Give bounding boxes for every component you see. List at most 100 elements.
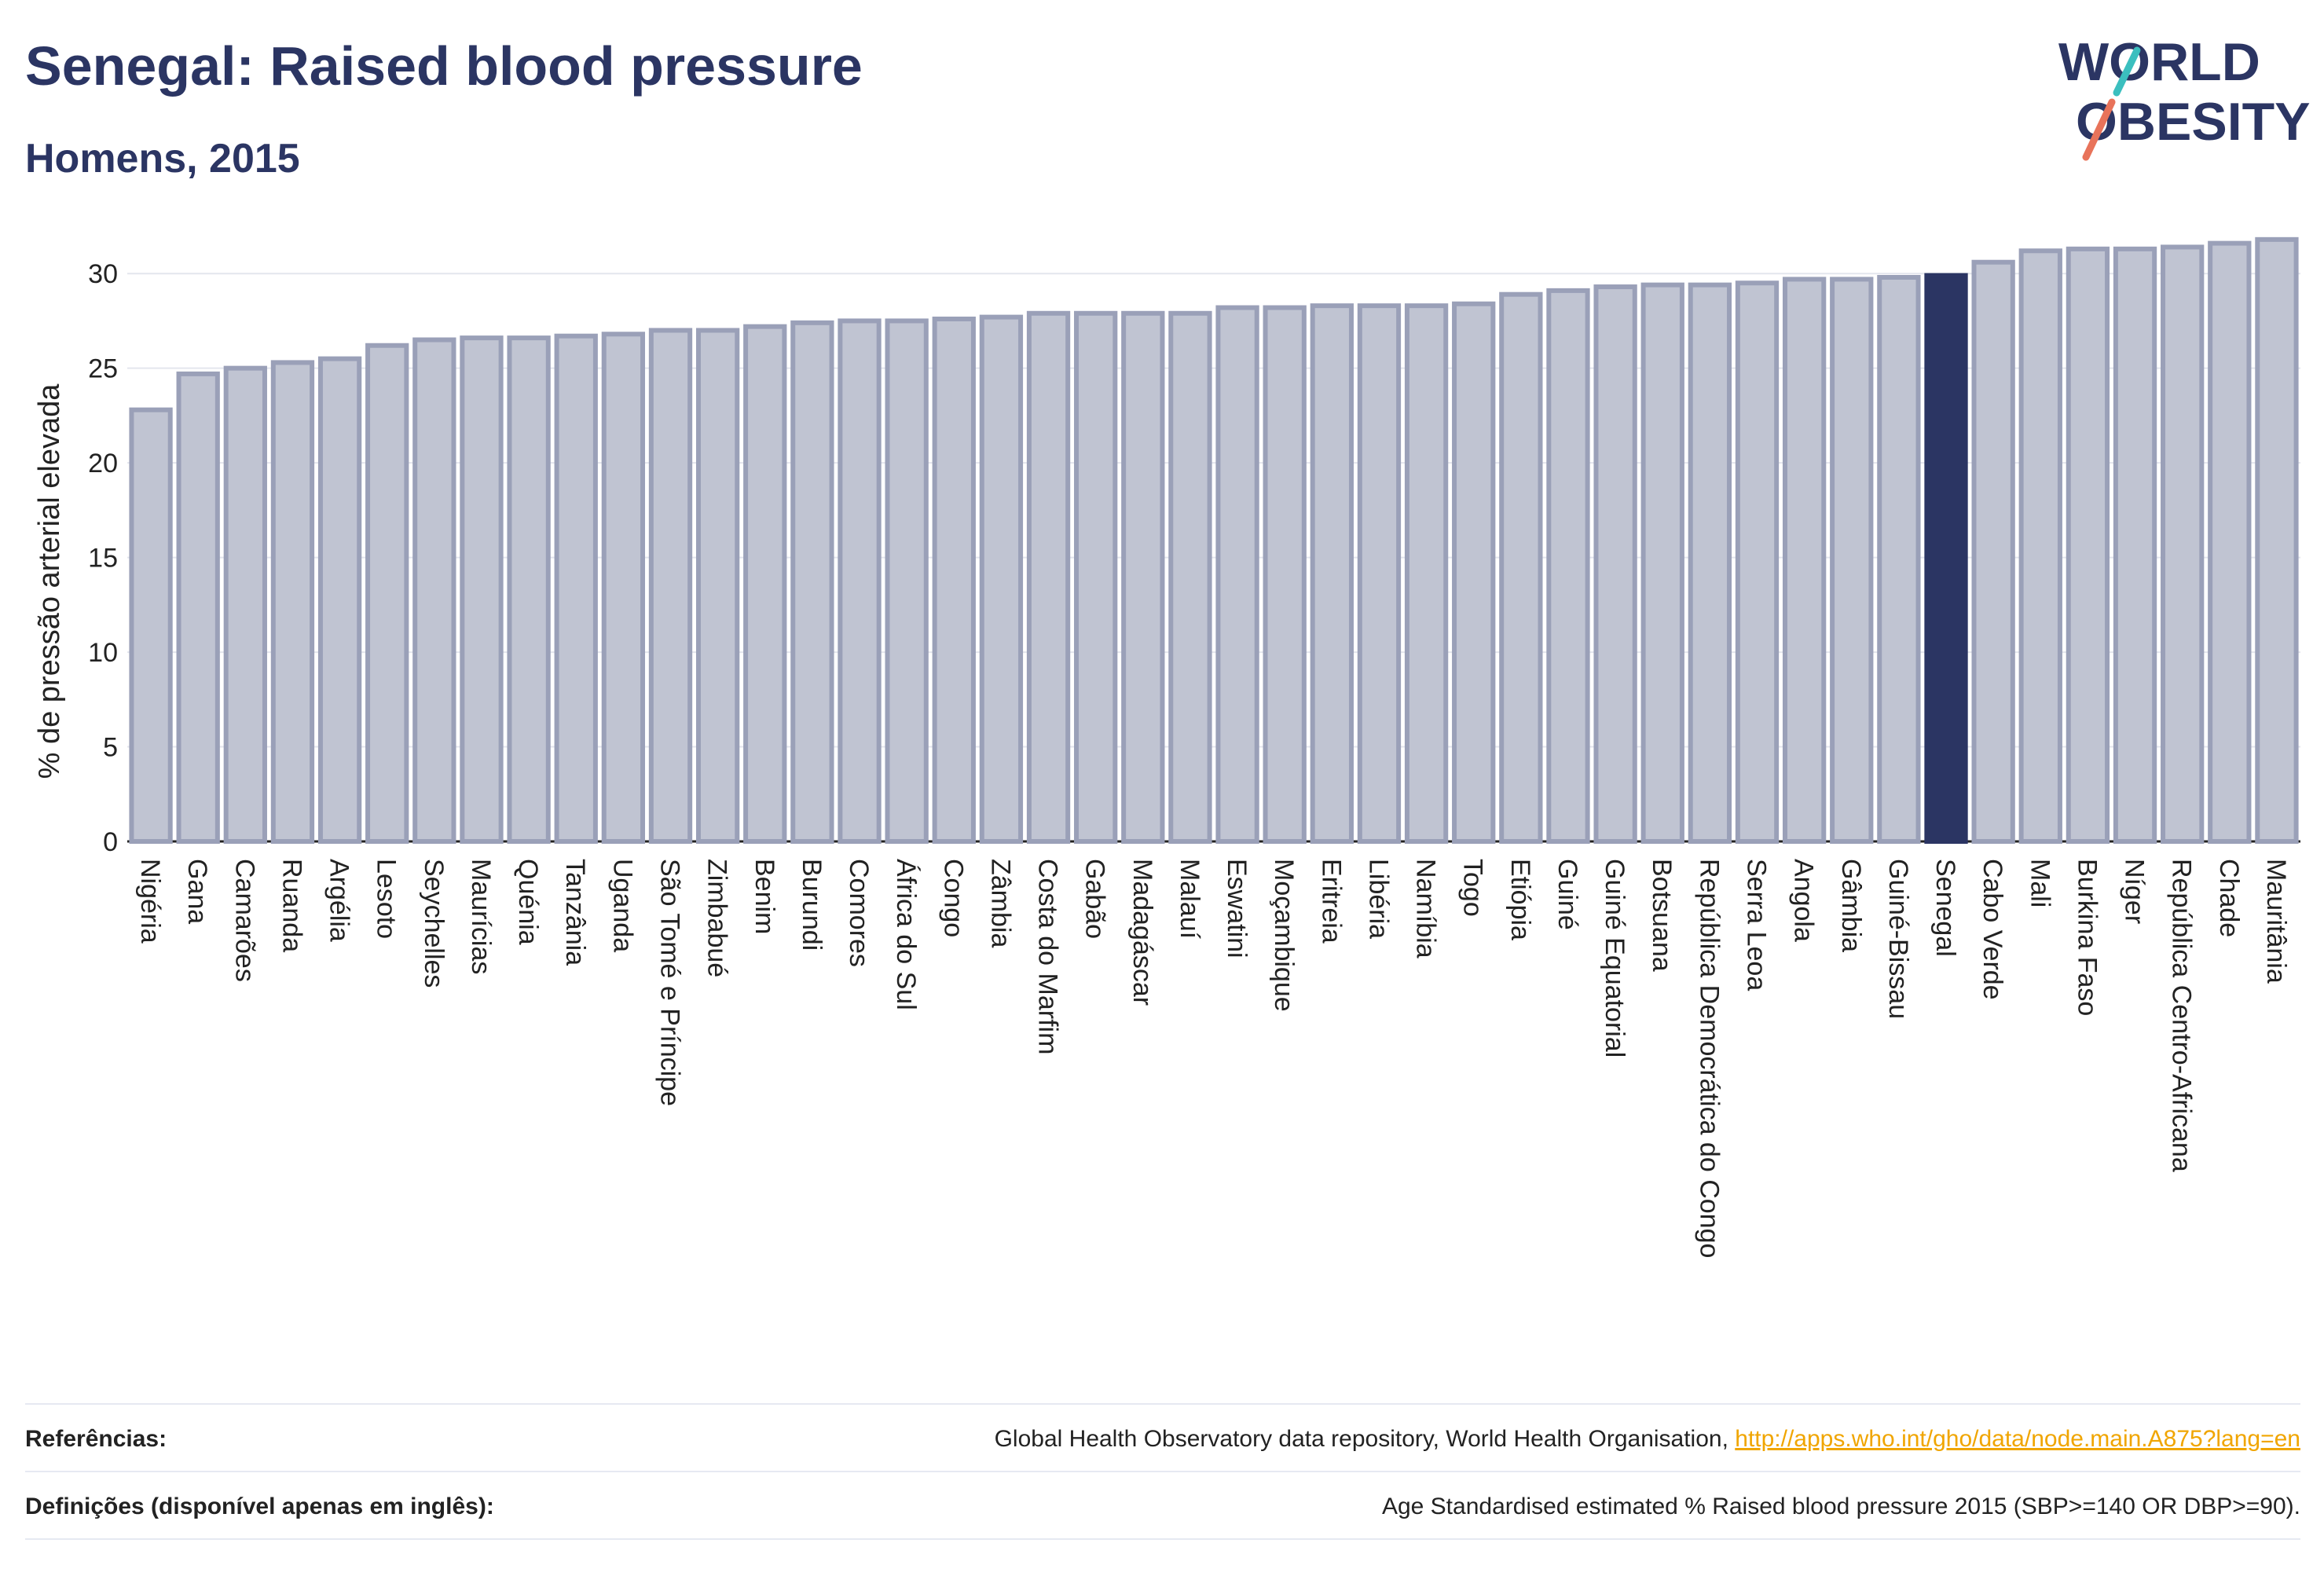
x-tick-label: República Centro-Africana (2167, 859, 2197, 1172)
bar-42[interactable] (2113, 246, 2157, 845)
bar-6[interactable] (412, 337, 456, 844)
bar-18[interactable] (979, 314, 1024, 844)
x-tick-label: Mali (2025, 859, 2055, 907)
x-tick-label: Eswatini (1222, 859, 1252, 958)
bar-25[interactable] (1310, 303, 1354, 845)
x-tick-label: Burkina Faso (2072, 859, 2102, 1016)
y-tick-label: 0 (103, 827, 118, 857)
bar-19[interactable] (1026, 310, 1071, 844)
bar-34[interactable] (1735, 280, 1780, 844)
x-tick-label: Guiné (1552, 859, 1582, 930)
bar-43[interactable] (2161, 244, 2205, 844)
bar-16[interactable] (885, 318, 929, 844)
footer-divider-middle (25, 1471, 2300, 1472)
y-tick-label: 30 (88, 259, 118, 289)
logo-slash-teal (2113, 46, 2141, 97)
x-tick-label: Costa do Marfim (1033, 859, 1063, 1054)
x-tick-label: Eritreia (1316, 859, 1346, 944)
x-tick-label: Malauí (1175, 859, 1204, 940)
bar-29[interactable] (1499, 291, 1543, 844)
x-tick-label: Comores (844, 859, 874, 967)
x-tick-label: Tanzânia (560, 859, 590, 966)
bar-35[interactable] (1782, 277, 1827, 844)
bar-39[interactable] (1971, 259, 2015, 844)
bar-1[interactable] (176, 371, 220, 844)
x-tick-label: Camarões (229, 859, 259, 982)
bar-24[interactable] (1263, 305, 1307, 844)
bar-37[interactable] (1877, 275, 1921, 845)
bar-26[interactable] (1357, 303, 1402, 845)
bar-20[interactable] (1074, 310, 1118, 844)
bar-7[interactable] (460, 335, 504, 844)
bar-27[interactable] (1404, 303, 1449, 845)
bar-3[interactable] (270, 360, 315, 845)
bar-30[interactable] (1546, 288, 1590, 844)
bar-13[interactable] (743, 324, 787, 844)
bar-17[interactable] (932, 317, 976, 844)
x-tick-label: República Democrática do Congo (1694, 859, 1724, 1258)
bar-0[interactable] (129, 407, 173, 844)
bar-11[interactable] (648, 328, 693, 844)
bar-22[interactable] (1168, 310, 1212, 844)
x-tick-label: Congo (938, 859, 968, 937)
references-value: Global Health Observatory data repositor… (995, 1426, 2300, 1453)
bar-9[interactable] (554, 333, 598, 844)
bar-31[interactable] (1593, 284, 1637, 845)
bar-14[interactable] (790, 320, 834, 844)
y-tick-label: 10 (88, 638, 118, 668)
x-tick-label: Cabo Verde (1978, 859, 2007, 1000)
y-axis-ticks: 0 5 10 15 20 25 30 (88, 259, 118, 857)
x-tick-label: África do Sul (891, 859, 921, 1010)
references-text: Global Health Observatory data repositor… (994, 1426, 1736, 1452)
references-row: Referências: Global Health Observatory d… (25, 1408, 2300, 1471)
x-tick-label: Níger (2120, 859, 2150, 924)
world-obesity-logo: WORLD OBESITY (2058, 32, 2310, 161)
bar-5[interactable] (365, 343, 409, 844)
x-tick-label: Mauritânia (2261, 859, 2291, 984)
chart-subtitle: Homens, 2015 (25, 136, 300, 181)
x-tick-label: Burundi (797, 859, 827, 951)
bar-36[interactable] (1830, 277, 1874, 844)
bar-21[interactable] (1121, 310, 1165, 844)
x-tick-label: Gâmbia (1836, 859, 1866, 952)
bar-2[interactable] (223, 365, 267, 844)
bar-44[interactable] (2208, 240, 2252, 844)
x-tick-label: São Tomé e Príncipe (655, 859, 685, 1106)
bar-38[interactable] (1924, 273, 1968, 844)
y-tick-label: 15 (88, 544, 118, 574)
references-label: Referências: (25, 1426, 167, 1452)
bar-28[interactable] (1452, 301, 1496, 844)
x-tick-label: Namíbia (1411, 859, 1441, 958)
bar-32[interactable] (1640, 282, 1684, 844)
x-tick-label: Chade (2214, 859, 2244, 937)
references-link[interactable]: http://apps.who.int/gho/data/node.main.A… (1735, 1426, 2300, 1452)
bar-12[interactable] (695, 328, 740, 844)
footer-divider-top (25, 1403, 2300, 1405)
bar-40[interactable] (2018, 248, 2062, 844)
x-tick-label: Guiné Equatorial (1600, 859, 1629, 1057)
x-tick-label: Etiópia (1505, 859, 1535, 940)
x-tick-label: Madagáscar (1127, 859, 1157, 1006)
bar-8[interactable] (507, 335, 551, 844)
bar-4[interactable] (317, 356, 362, 844)
definitions-text: Age Standardised estimated % Raised bloo… (1381, 1494, 2300, 1519)
y-tick-label: 20 (88, 449, 118, 478)
x-tick-label: Zâmbia (985, 859, 1015, 947)
x-tick-label: Togo (1458, 859, 1488, 917)
x-tick-label: Seychelles (419, 859, 449, 988)
definitions-row: Definições (disponível apenas em inglês)… (25, 1475, 2300, 1538)
bar-45[interactable] (2255, 236, 2299, 845)
footer-divider-bottom (25, 1538, 2300, 1540)
logo-slash-red (2082, 98, 2116, 161)
bar-33[interactable] (1688, 282, 1732, 844)
x-tick-label: Zimbabué (702, 859, 732, 977)
x-tick-label: Argélia (324, 859, 354, 942)
bar-15[interactable] (838, 318, 882, 844)
bar-41[interactable] (2066, 246, 2110, 845)
x-tick-label: Guiné-Bissau (1883, 859, 1913, 1019)
x-tick-label: Benim (750, 859, 779, 934)
bar-10[interactable] (601, 332, 646, 845)
y-tick-label: 5 (103, 733, 118, 763)
bar-23[interactable] (1215, 305, 1259, 844)
x-tick-label: Uganda (607, 859, 637, 952)
